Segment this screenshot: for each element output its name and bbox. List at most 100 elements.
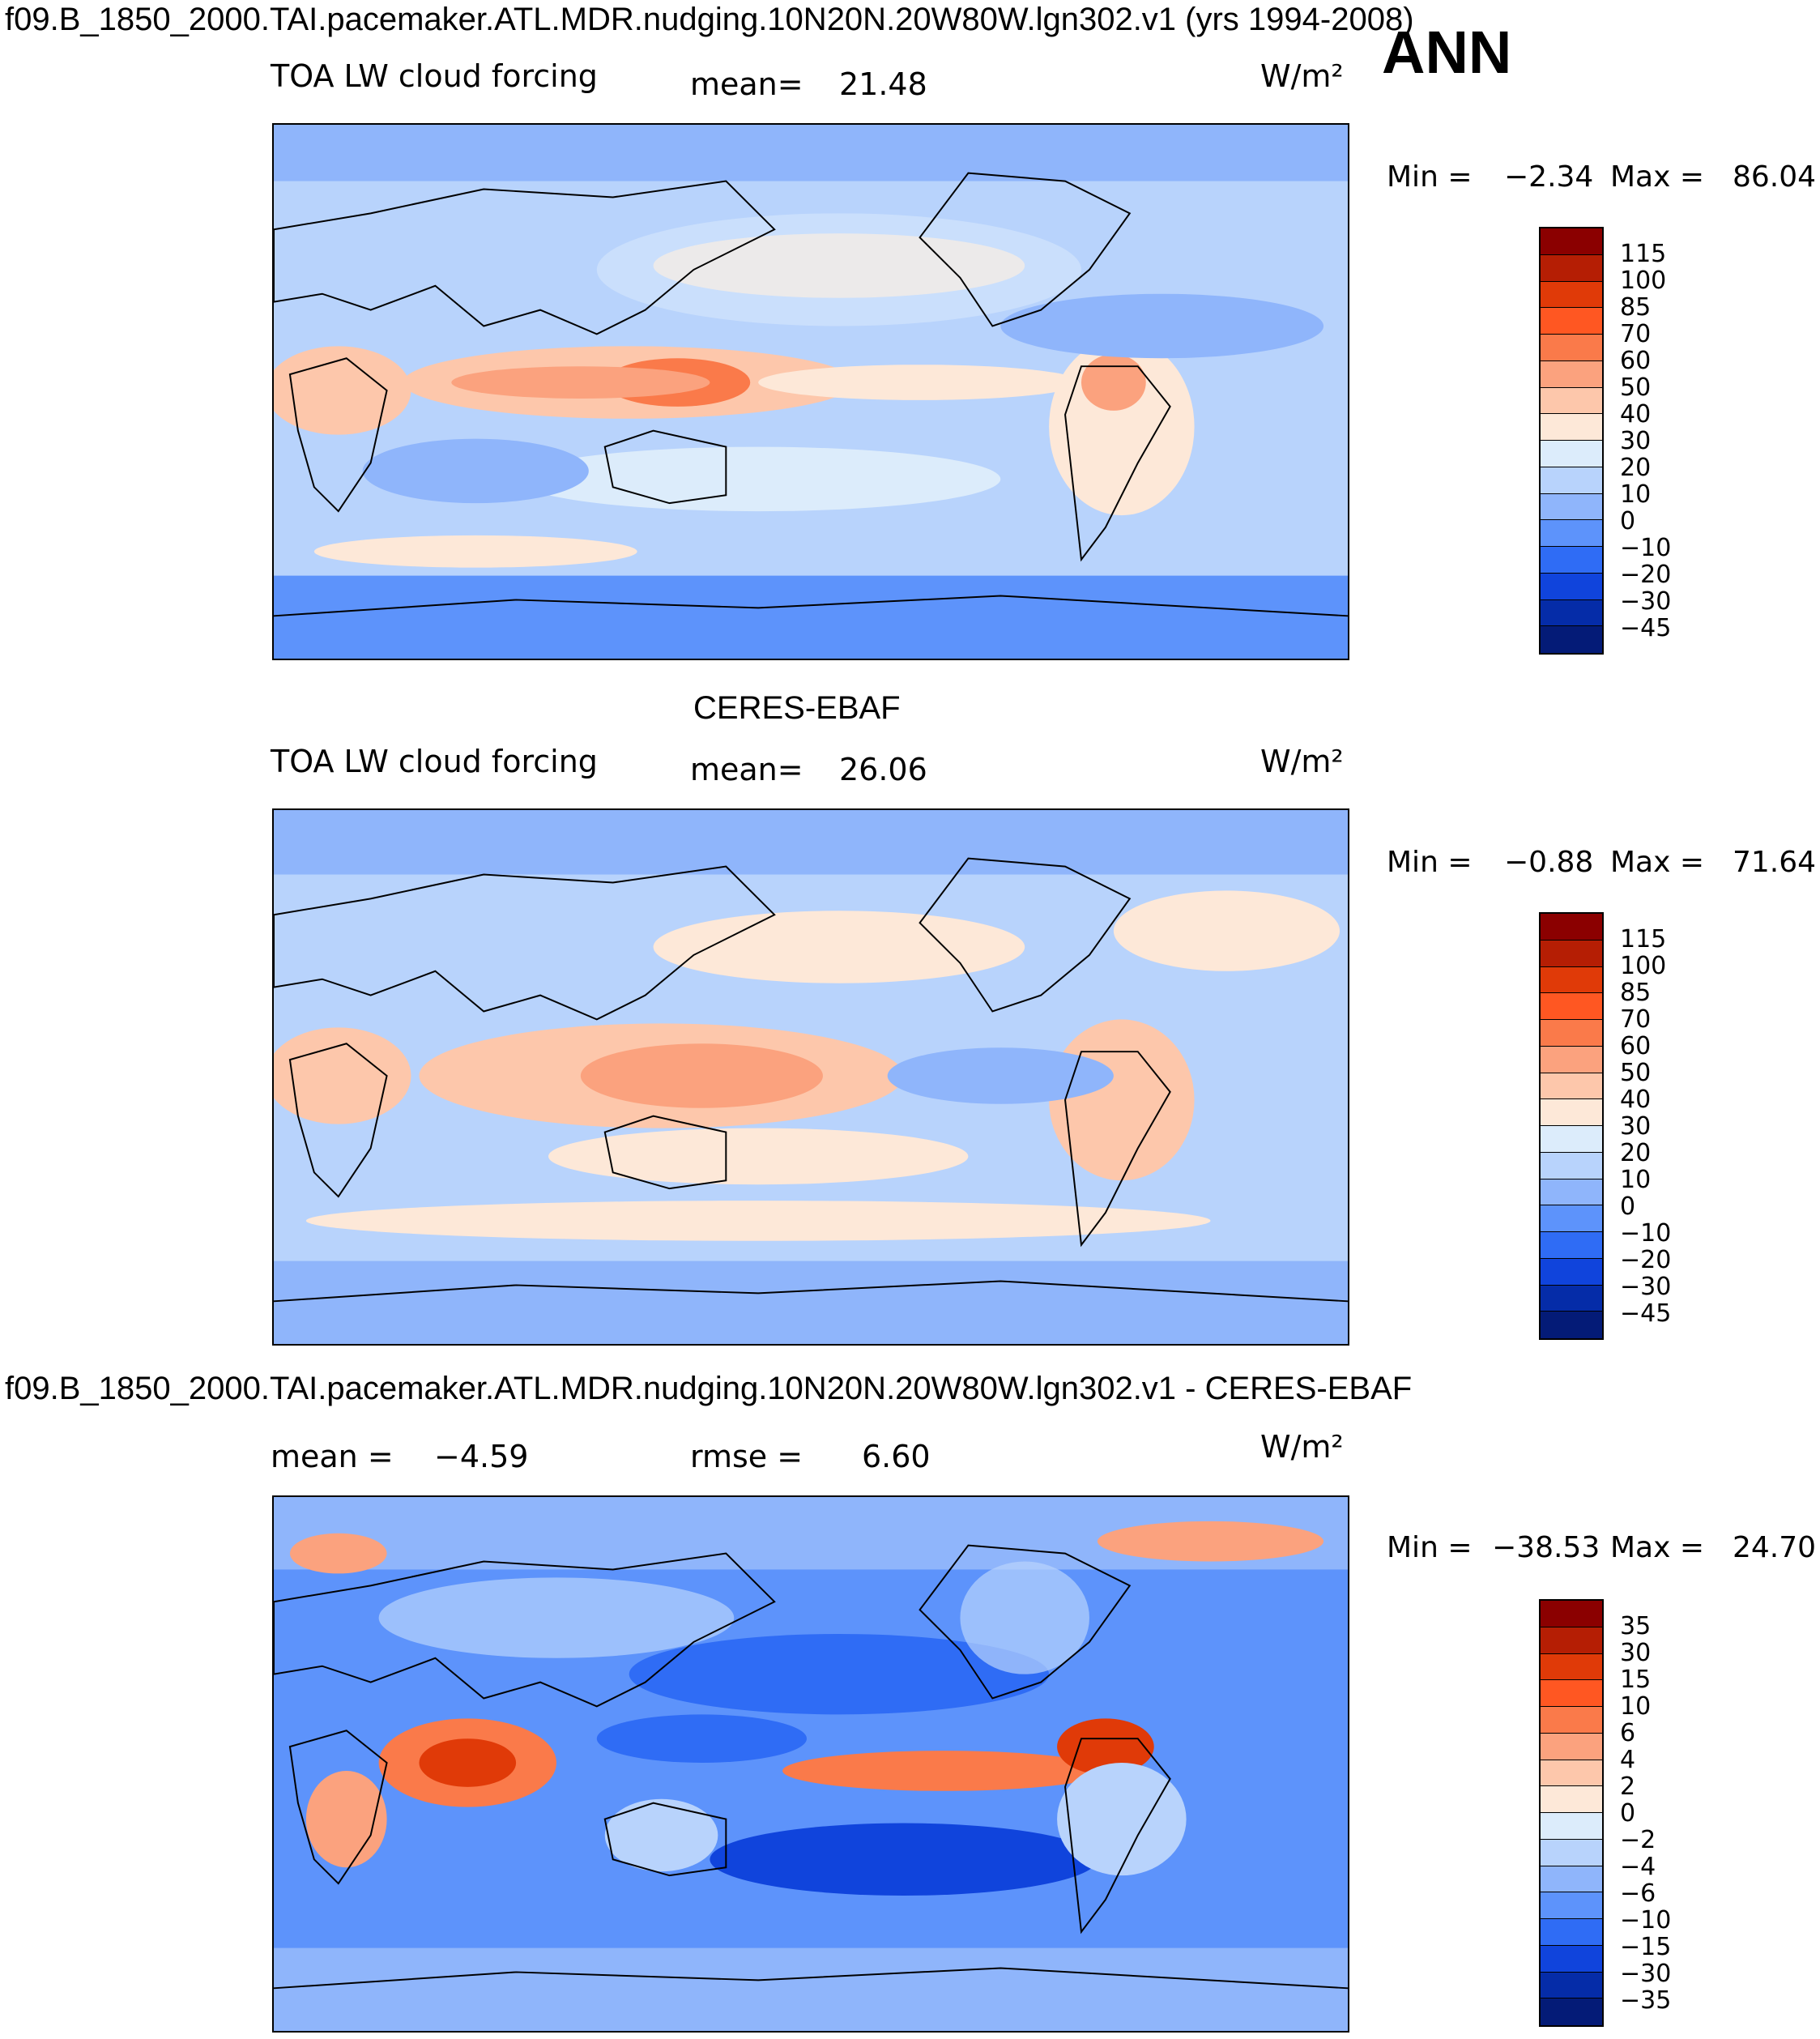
colorbar-segment: [1541, 281, 1602, 309]
panel1-variable: TOA LW cloud forcing: [271, 58, 598, 94]
colorbar-segment: [1541, 1258, 1602, 1286]
panel2-mean-value: 26.06: [839, 752, 927, 787]
panel3-rmse-label: rmse =: [690, 1439, 803, 1474]
panel3-max-value: 24.70: [1733, 1531, 1817, 1564]
panel2-title: CERES-EBAF: [693, 690, 901, 726]
panel3-min-value: −38.53: [1492, 1531, 1600, 1564]
colorbar-segment: [1541, 441, 1602, 467]
panel3-tick: 6: [1620, 1719, 1636, 1747]
panel3-units: W/m²: [1260, 1429, 1344, 1465]
colorbar-segment: [1541, 1972, 1602, 1999]
panel1-tick: 0: [1620, 507, 1636, 535]
panel1-tick: −10: [1620, 534, 1672, 562]
panel3-tick: −10: [1620, 1906, 1672, 1934]
colorbar-segment: [1541, 1892, 1602, 1919]
panel1-mean-value: 21.48: [839, 66, 927, 102]
panel2-min-value: −0.88: [1504, 846, 1594, 879]
panel3-min-label: Min =: [1387, 1531, 1473, 1564]
case-title: f09.B_1850_2000.TAI.pacemaker.ATL.MDR.nu…: [5, 2, 1414, 37]
colorbar-segment: [1541, 1680, 1602, 1707]
panel3-tick: −35: [1620, 1986, 1672, 2015]
panel1-tick: 30: [1620, 427, 1652, 455]
panel3-tick: 30: [1620, 1639, 1652, 1667]
colorbar-segment: [1541, 254, 1602, 282]
panel1-tick: 70: [1620, 320, 1652, 348]
colorbar-segment: [1541, 1707, 1602, 1734]
panel2-units: W/m²: [1260, 744, 1344, 779]
colorbar-segment: [1541, 626, 1602, 653]
colorbar-segment: [1541, 228, 1602, 255]
colorbar-segment: [1541, 1998, 1602, 2025]
colorbar-segment: [1541, 1919, 1602, 1946]
colorbar-segment: [1541, 1285, 1602, 1312]
panel1-tick: 100: [1620, 267, 1667, 295]
colorbar-segment: [1541, 966, 1602, 994]
panel1-min-value: −2.34: [1504, 160, 1594, 194]
panel3-rmse-value: 6.60: [862, 1439, 931, 1474]
panel2-tick: 0: [1620, 1192, 1636, 1221]
panel3-tick: 15: [1620, 1666, 1652, 1694]
colorbar-segment: [1541, 360, 1602, 388]
colorbar-segment: [1541, 1813, 1602, 1840]
panel3-tick: −15: [1620, 1933, 1672, 1961]
colorbar-segment: [1541, 1205, 1602, 1232]
colorbar-segment: [1541, 547, 1602, 574]
panel3-tick: −6: [1620, 1879, 1656, 1908]
panel1-tick: 115: [1620, 240, 1667, 268]
panel1-mean-label: mean=: [690, 66, 803, 102]
panel3-tick: 10: [1620, 1692, 1652, 1721]
colorbar-segment: [1541, 1232, 1602, 1259]
colorbar-segment: [1541, 387, 1602, 415]
panel2-tick: 40: [1620, 1086, 1652, 1114]
colorbar-segment: [1541, 1866, 1602, 1893]
colorbar-segment: [1541, 1099, 1602, 1126]
panel3-mean-value: −4.59: [434, 1439, 529, 1474]
panel1-units: W/m²: [1260, 58, 1344, 94]
colorbar-segment: [1541, 1020, 1602, 1047]
colorbar-segment: [1541, 1627, 1602, 1654]
panel2-tick: 20: [1620, 1139, 1652, 1167]
panel2-map: [272, 808, 1349, 1346]
season-label: ANN: [1382, 19, 1512, 86]
panel1-tick: −45: [1620, 614, 1672, 642]
colorbar-segment: [1541, 1073, 1602, 1100]
panel2-mean-label: mean=: [690, 752, 803, 787]
panel2-tick: 115: [1620, 925, 1667, 953]
colorbar-segment: [1541, 1839, 1602, 1866]
panel1-tick: 60: [1620, 347, 1652, 375]
panel2-tick: −30: [1620, 1273, 1672, 1301]
colorbar-segment: [1541, 1653, 1602, 1681]
colorbar-segment: [1541, 308, 1602, 335]
colorbar-segment: [1541, 467, 1602, 494]
colorbar-segment: [1541, 1152, 1602, 1179]
panel3-tick: 2: [1620, 1772, 1636, 1801]
panel2-tick: −45: [1620, 1299, 1672, 1328]
panel1-map: [272, 123, 1349, 660]
panel1-colorbar: [1539, 227, 1604, 655]
panel2-tick: 100: [1620, 952, 1667, 980]
panel1-tick: 10: [1620, 480, 1652, 509]
colorbar-segment: [1541, 493, 1602, 521]
colorbar-segment: [1541, 414, 1602, 441]
panel2-min-label: Min =: [1387, 846, 1473, 879]
panel1-tick: −20: [1620, 561, 1672, 589]
panel2-variable: TOA LW cloud forcing: [271, 744, 598, 779]
colorbar-segment: [1541, 1945, 1602, 1973]
panel3-tick: −4: [1620, 1853, 1656, 1881]
colorbar-segment: [1541, 599, 1602, 627]
panel2-tick: 85: [1620, 979, 1652, 1007]
panel2-tick: 30: [1620, 1112, 1652, 1141]
panel2-tick: 60: [1620, 1032, 1652, 1060]
panel1-tick: 85: [1620, 293, 1652, 322]
panel3-map-graphic: [274, 1497, 1348, 2031]
panel2-max-value: 71.64: [1733, 846, 1817, 879]
panel3-tick: −2: [1620, 1826, 1656, 1854]
colorbar-segment: [1541, 1126, 1602, 1153]
colorbar-segment: [1541, 1179, 1602, 1206]
colorbar-segment: [1541, 1786, 1602, 1813]
panel3-tick: 35: [1620, 1612, 1652, 1640]
panel3-title: f09.B_1850_2000.TAI.pacemaker.ATL.MDR.nu…: [5, 1371, 1413, 1406]
panel1-map-graphic: [274, 125, 1348, 659]
panel1-max-value: 86.04: [1733, 160, 1817, 194]
panel1-tick: 50: [1620, 373, 1652, 402]
